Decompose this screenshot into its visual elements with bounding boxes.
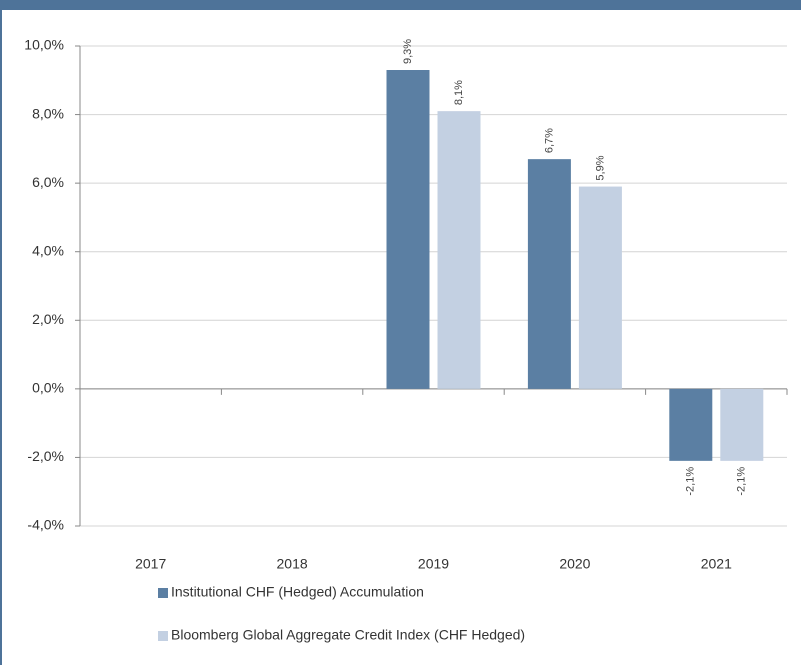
x-tick-label: 2017	[135, 556, 166, 572]
x-tick-label: 2021	[701, 556, 732, 572]
y-tick-label: 10,0%	[24, 37, 64, 53]
bar	[527, 159, 571, 389]
legend-swatch	[158, 588, 168, 598]
left-border	[0, 0, 2, 665]
y-tick-label: 4,0%	[32, 242, 64, 258]
value-label: 6,7%	[543, 128, 555, 153]
value-label: -2,1%	[685, 467, 697, 496]
y-tick-label: 0,0%	[32, 380, 64, 396]
y-tick-label: 8,0%	[32, 105, 64, 121]
y-tick-label: 2,0%	[32, 311, 64, 327]
bar	[720, 388, 764, 461]
y-tick-label: 6,0%	[32, 174, 64, 190]
bar	[669, 388, 713, 461]
legend-swatch	[158, 631, 168, 641]
legend-label: Bloomberg Global Aggregate Credit Index …	[171, 627, 525, 643]
bar	[437, 111, 481, 389]
x-tick-label: 2018	[277, 556, 308, 572]
top-bar	[0, 0, 801, 10]
bar	[386, 70, 430, 389]
x-tick-label: 2019	[418, 556, 449, 572]
value-label: 8,1%	[453, 80, 465, 105]
x-tick-label: 2020	[559, 556, 590, 572]
legend-label: Institutional CHF (Hedged) Accumulation	[171, 584, 424, 600]
value-label: 5,9%	[594, 155, 606, 180]
bar	[578, 186, 622, 389]
y-tick-label: -4,0%	[27, 517, 64, 533]
y-tick-label: -2,0%	[27, 448, 64, 464]
value-label: 9,3%	[402, 39, 414, 64]
value-label: -2,1%	[736, 467, 748, 496]
